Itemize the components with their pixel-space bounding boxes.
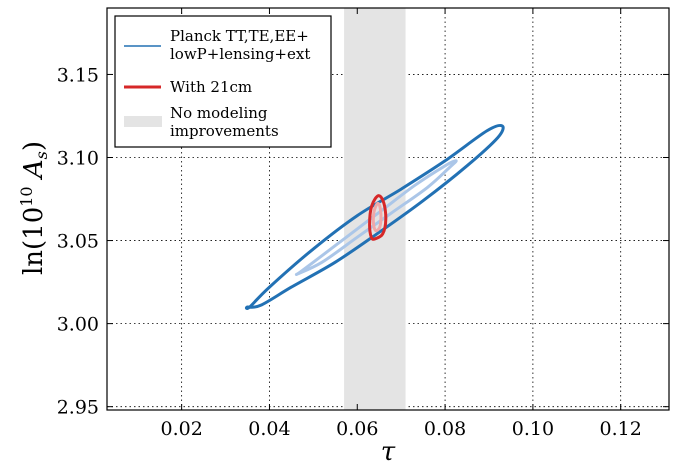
plot-frame — [106, 7, 670, 411]
y-label-variable: A — [19, 159, 49, 186]
y-tick-label: 3.10 — [57, 148, 99, 170]
contour-series-0-68pct — [294, 159, 458, 276]
y-label-subscript: s — [32, 151, 51, 159]
x-tick-label: 0.06 — [336, 418, 378, 440]
y-tick-label: 3.05 — [57, 231, 99, 253]
grid-lines — [107, 8, 669, 410]
y-label-superscript: 10 — [17, 186, 36, 206]
y-label-suffix: ) — [19, 141, 49, 151]
y-tick-label: 3.00 — [57, 314, 99, 336]
x-tick-label: 0.10 — [512, 418, 554, 440]
contour-series-1-68pct — [371, 201, 383, 233]
legend-label-planck: lowP+lensing+ext — [170, 45, 310, 63]
legend-swatch-band — [124, 116, 162, 127]
axis-ticks: 0.02 0.04 0.06 0.08 0.10 0.12 2.95 3.00 3.05 3.10… — [57, 8, 669, 440]
y-axis-label: ln(1010 As) — [17, 141, 51, 275]
x-tick-label: 0.12 — [600, 418, 642, 440]
legend: Planck TT,TE,EE+lowP+lensing+ext With 21c… — [114, 15, 332, 148]
legend-label-band: improvements — [170, 122, 279, 140]
y-label-prefix: ln(10 — [19, 207, 49, 275]
legend-label-21cm: With 21cm — [170, 78, 252, 96]
contour-series-1-95pct — [368, 194, 388, 241]
y-tick-label: 3.15 — [57, 64, 99, 86]
legend-label-band: No modeling — [170, 104, 268, 122]
x-tick-label: 0.08 — [424, 418, 466, 440]
x-axis-label: τ — [381, 437, 396, 467]
contours — [244, 123, 505, 311]
contour-series-0-95pct — [244, 123, 505, 311]
legend-label-planck: Planck TT,TE,EE+ — [170, 27, 309, 45]
y-tick-label: 2.95 — [57, 397, 99, 419]
x-tick-label: 0.02 — [160, 418, 202, 440]
x-tick-label: 0.04 — [248, 418, 290, 440]
